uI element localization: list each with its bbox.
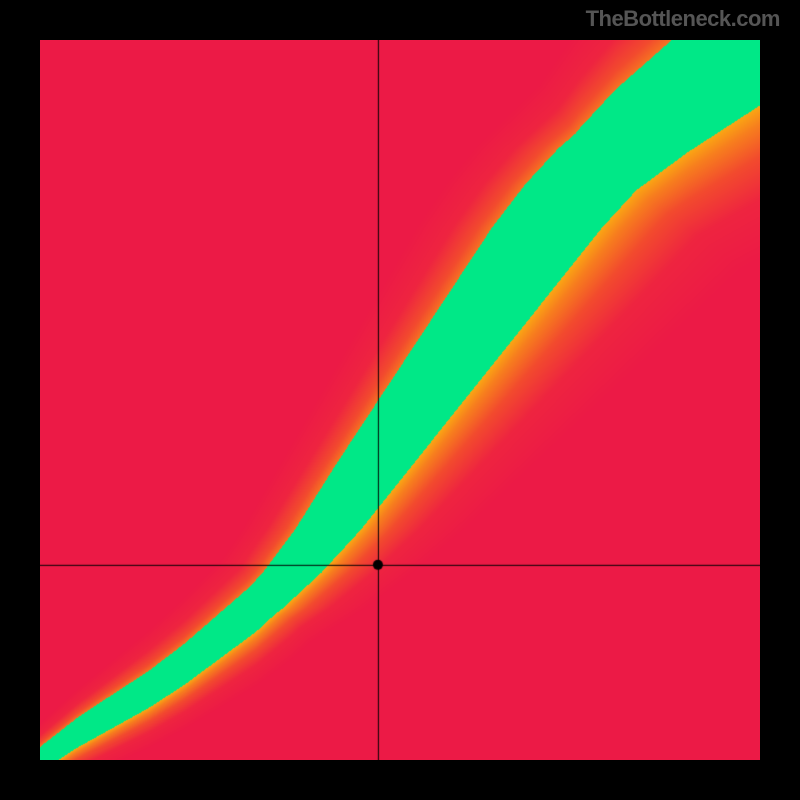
heatmap-canvas [40,40,760,760]
chart-container: TheBottleneck.com [0,0,800,800]
plot-area [40,40,760,760]
watermark-text: TheBottleneck.com [586,6,780,32]
